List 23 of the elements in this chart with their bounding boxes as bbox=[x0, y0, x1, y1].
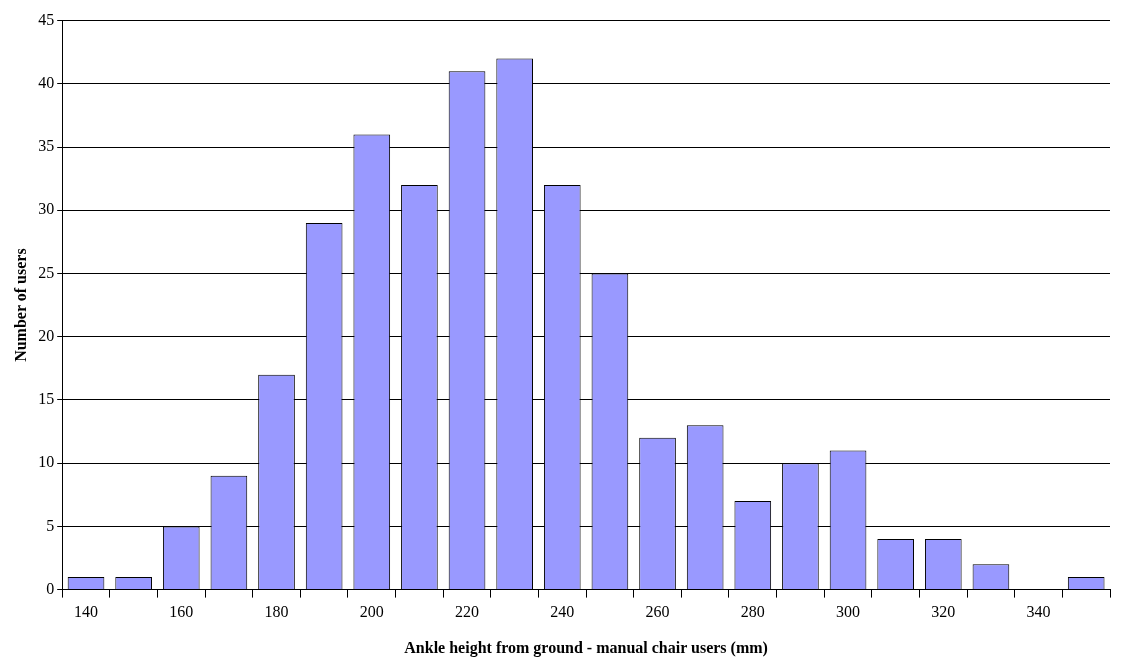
y-tick-label: 0 bbox=[46, 579, 55, 597]
x-tick-label: 200 bbox=[359, 603, 384, 621]
x-tick-label: 140 bbox=[74, 603, 99, 621]
x-tick-label: 280 bbox=[740, 603, 765, 621]
y-tick-label: 40 bbox=[38, 74, 55, 92]
x-tick-label: 240 bbox=[550, 603, 575, 621]
x-tick-label: 320 bbox=[931, 603, 956, 621]
y-tick-label: 25 bbox=[38, 263, 55, 281]
y-tick-label: 10 bbox=[38, 453, 55, 471]
x-tick-label: 300 bbox=[836, 603, 861, 621]
y-tick-label: 5 bbox=[46, 516, 55, 534]
y-tick-label: 20 bbox=[38, 326, 55, 344]
y-tick-label: 15 bbox=[38, 390, 55, 408]
x-tick-label: 340 bbox=[1026, 603, 1051, 621]
x-tick-label: 180 bbox=[264, 603, 289, 621]
y-tick-label: 35 bbox=[38, 137, 55, 155]
y-axis-title: Number of users bbox=[11, 248, 29, 362]
y-tick-label: 30 bbox=[38, 200, 55, 218]
x-tick-label: 260 bbox=[645, 603, 670, 621]
x-tick-label: 220 bbox=[455, 603, 480, 621]
x-tick-label: 160 bbox=[169, 603, 194, 621]
x-axis-title: Ankle height from ground - manual chair users (mm) bbox=[404, 638, 768, 657]
y-tick-label: 45 bbox=[38, 10, 55, 28]
